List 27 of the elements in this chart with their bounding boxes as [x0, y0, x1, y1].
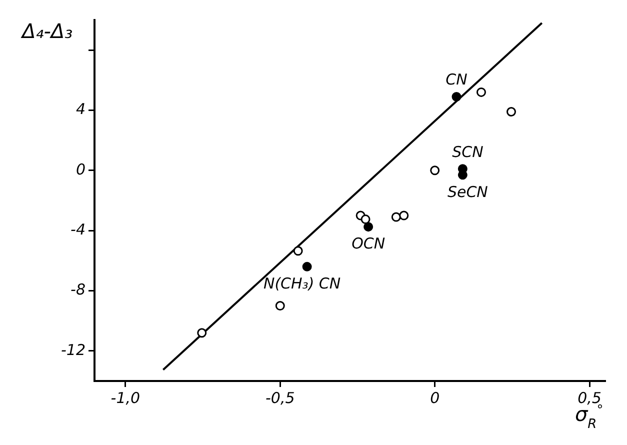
x-tick-label: 0: [430, 388, 440, 407]
point: [360, 214, 370, 224]
annotation: SeCN: [447, 182, 488, 201]
annotation: CN: [446, 70, 468, 89]
y-tick-label: -12: [61, 340, 86, 359]
x-tick-label: -0,5: [265, 388, 295, 407]
point: [364, 222, 374, 232]
point: [275, 301, 285, 311]
point: [302, 262, 312, 272]
y-tick-label: 0: [76, 160, 86, 178]
point: [458, 170, 468, 180]
point: [293, 246, 303, 256]
point: [430, 166, 440, 176]
point: [399, 210, 409, 220]
annotation: N(CH₃) CN: [263, 274, 341, 293]
point: [452, 92, 462, 102]
annotation: SCN: [452, 142, 484, 161]
x-tick-label: -1,0: [110, 388, 140, 407]
point: [476, 87, 486, 97]
y-tick-label: -4: [70, 220, 86, 238]
y-tick-label: 4: [76, 100, 86, 118]
annotation: OCN: [352, 234, 386, 253]
y-axis-title: Δ₄-Δ₃: [20, 19, 73, 43]
point: [391, 212, 401, 222]
y-tick-label: -8: [70, 280, 86, 299]
point: [197, 328, 207, 338]
point: [506, 107, 516, 117]
